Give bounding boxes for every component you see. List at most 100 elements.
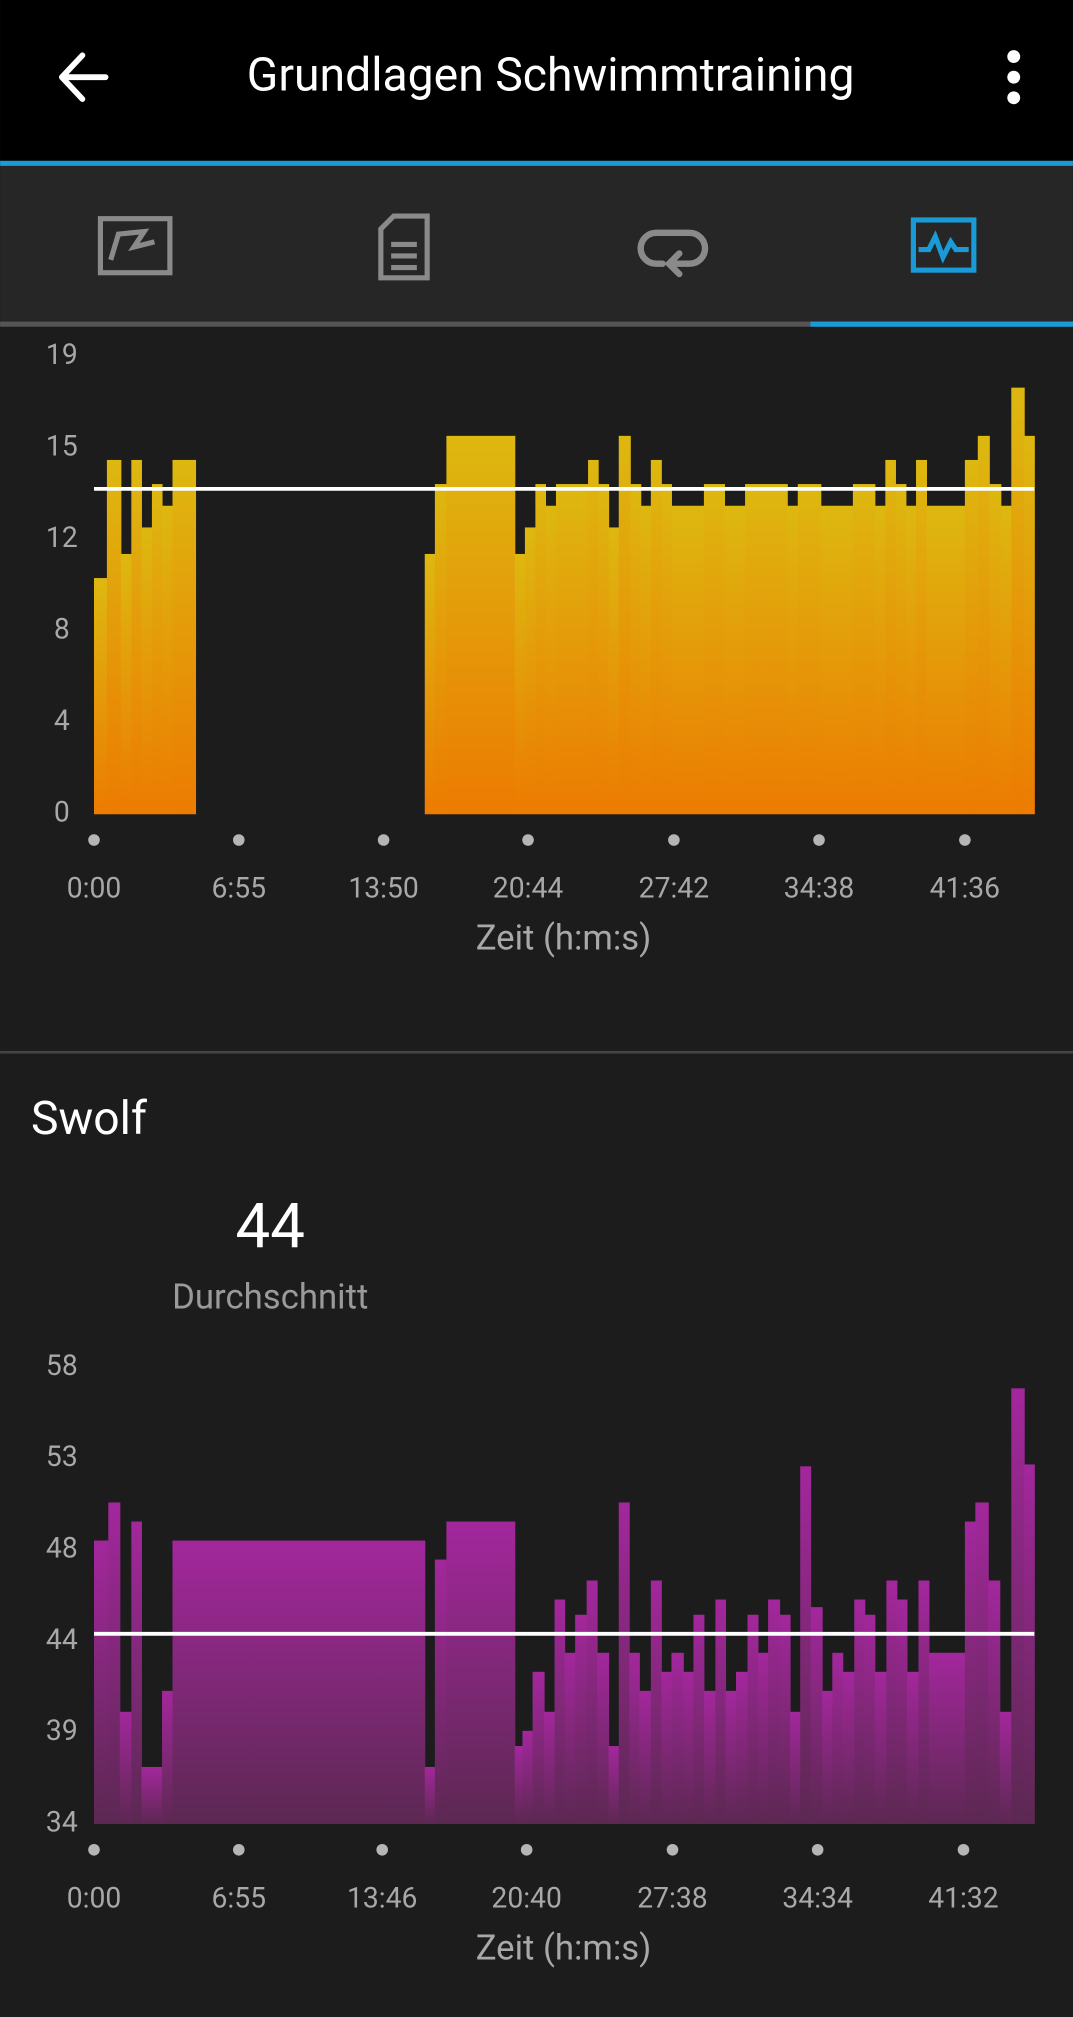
bar — [1011, 1388, 1025, 1825]
y-tick-label: 19 — [46, 338, 78, 371]
bar — [896, 1599, 908, 1825]
bar — [906, 1671, 919, 1825]
bar — [131, 1521, 142, 1825]
bar — [639, 1690, 652, 1825]
bar — [735, 1671, 749, 1825]
tab-map[interactable] — [97, 216, 173, 276]
bar — [977, 435, 990, 815]
bar — [768, 1599, 781, 1825]
bar — [864, 1614, 876, 1825]
bar — [703, 1690, 716, 1825]
bar — [535, 484, 547, 815]
x-tick-dot — [957, 1843, 970, 1856]
bar — [434, 484, 447, 815]
bar — [545, 505, 557, 815]
back-button[interactable] — [58, 52, 109, 102]
y-tick-label: 4 — [54, 704, 70, 737]
bar — [162, 505, 174, 815]
bar — [586, 1580, 598, 1825]
x-tick-dot — [522, 834, 534, 846]
y-tick-label: 12 — [46, 521, 78, 554]
y-tick-label: 8 — [54, 613, 70, 646]
bar — [810, 1607, 823, 1825]
bar — [131, 459, 142, 815]
average-label: Durchschnitt — [172, 1277, 368, 1317]
x-tick-label: 27:42 — [639, 872, 709, 905]
bar — [964, 1521, 976, 1825]
bar — [630, 484, 642, 815]
tab-laps[interactable] — [637, 229, 709, 278]
bar — [842, 1671, 855, 1825]
bar — [532, 1671, 545, 1825]
bar — [918, 1580, 930, 1825]
bar — [172, 1540, 426, 1825]
bar — [119, 1711, 132, 1825]
bar — [693, 1614, 705, 1825]
bar — [93, 578, 108, 815]
bar — [703, 484, 725, 815]
bar — [1000, 505, 1012, 815]
tab-charts[interactable] — [910, 217, 977, 273]
bar — [1011, 387, 1025, 815]
tab-summary[interactable] — [378, 213, 430, 281]
x-tick-dot — [668, 834, 680, 846]
bar — [446, 1521, 516, 1825]
bar — [1024, 435, 1035, 815]
bar — [141, 1766, 163, 1825]
y-tick-label: 53 — [46, 1440, 78, 1473]
bar — [629, 1652, 640, 1825]
y-tick-label: 44 — [46, 1623, 78, 1656]
bar — [916, 459, 928, 815]
bar — [514, 553, 526, 815]
x-tick-label: 13:50 — [348, 872, 418, 905]
bar — [172, 459, 197, 815]
bar — [989, 484, 1002, 815]
x-tick-label: 6:55 — [212, 1881, 267, 1914]
bar — [141, 527, 153, 815]
bar — [588, 459, 599, 815]
x-tick-dot — [233, 1843, 245, 1856]
bar — [724, 505, 746, 815]
menu-button[interactable] — [1007, 50, 1021, 105]
bar — [618, 1502, 630, 1825]
section-divider — [0, 1050, 1073, 1054]
bar — [661, 1671, 672, 1825]
bar — [886, 1580, 898, 1825]
y-tick-label: 15 — [46, 429, 78, 462]
bar — [852, 484, 876, 815]
x-tick-dot — [88, 1843, 100, 1856]
x-tick-label: 41:32 — [928, 1881, 998, 1914]
bar — [779, 1614, 791, 1825]
bar — [151, 484, 163, 815]
bar — [554, 1599, 566, 1825]
x-tick-label: 0:00 — [67, 1881, 122, 1914]
bar — [650, 459, 662, 815]
bar — [747, 1614, 759, 1825]
bar — [597, 1652, 610, 1825]
x-axis-title: Zeit (h:m:s) — [476, 918, 652, 958]
bar — [424, 1766, 436, 1825]
bar — [650, 1580, 662, 1825]
bar — [661, 484, 672, 815]
x-tick-label: 41:36 — [930, 872, 1000, 905]
bar — [928, 1652, 966, 1825]
average-value: 44 — [236, 1191, 305, 1263]
x-tick-dot — [377, 834, 390, 846]
x-tick-label: 20:40 — [491, 1881, 561, 1914]
x-tick-dot — [376, 1843, 388, 1856]
bar — [120, 553, 132, 815]
y-tick-label: 39 — [46, 1714, 78, 1747]
bar — [926, 505, 966, 815]
x-tick-label: 13:46 — [347, 1881, 417, 1914]
bar — [822, 1690, 833, 1825]
bar — [446, 435, 516, 815]
bar — [745, 484, 788, 815]
bar — [725, 1690, 737, 1825]
bar — [608, 1746, 620, 1825]
section-title: Swolf — [31, 1092, 148, 1146]
bar — [885, 459, 896, 815]
bar — [964, 459, 979, 815]
bar — [715, 1599, 727, 1825]
tab-track — [0, 321, 1073, 327]
